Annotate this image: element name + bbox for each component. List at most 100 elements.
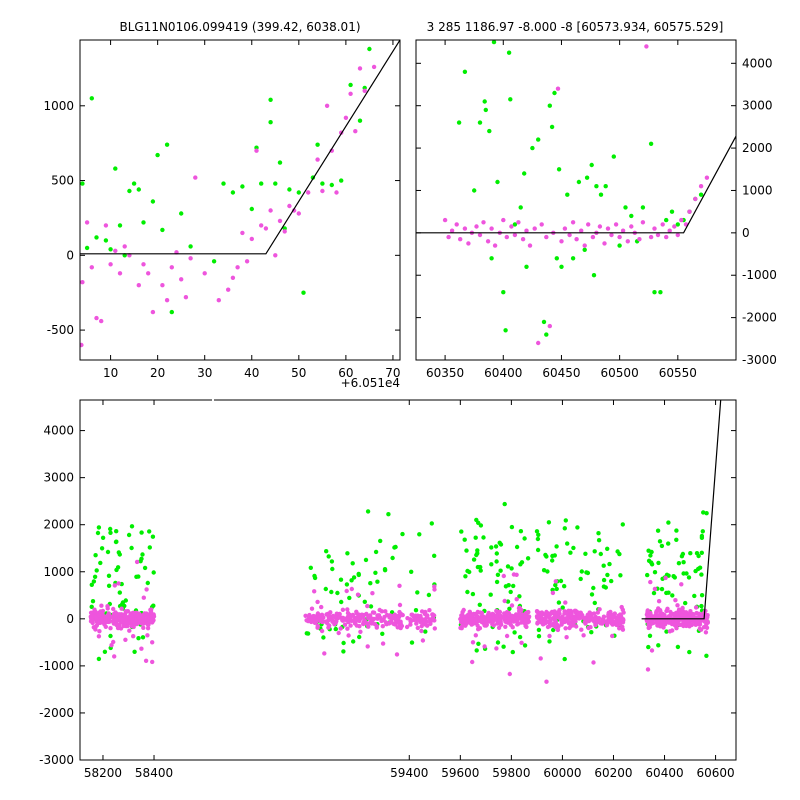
data-point — [646, 548, 651, 553]
data-point — [108, 262, 113, 267]
data-point — [96, 525, 102, 530]
data-point — [574, 237, 579, 242]
data-point — [543, 616, 548, 621]
data-point — [668, 612, 674, 618]
y-tick-label: 0 — [66, 612, 74, 626]
data-point — [535, 536, 541, 542]
data-point — [610, 615, 616, 620]
data-point — [664, 608, 669, 614]
data-point — [481, 535, 486, 540]
data-point — [103, 624, 109, 629]
data-point — [543, 552, 548, 558]
data-point — [353, 129, 358, 134]
data-point — [145, 622, 151, 627]
data-point — [399, 623, 405, 629]
data-point — [666, 541, 671, 546]
data-point — [315, 599, 320, 605]
data-point — [649, 648, 655, 653]
data-point — [459, 529, 464, 534]
data-point — [169, 309, 174, 315]
data-point — [427, 608, 432, 613]
data-point — [562, 656, 567, 662]
data-point — [296, 211, 301, 216]
data-point — [646, 625, 651, 631]
data-point — [512, 630, 517, 635]
data-point — [699, 572, 704, 577]
data-point — [686, 575, 692, 580]
data-point — [102, 649, 108, 654]
data-point — [324, 549, 329, 554]
data-point — [575, 525, 580, 530]
data-point — [617, 243, 622, 248]
data-point — [669, 209, 675, 214]
y-tick-label: -500 — [47, 323, 74, 337]
data-point — [670, 593, 675, 598]
data-point — [282, 229, 287, 234]
data-point — [230, 190, 236, 195]
data-point — [700, 529, 705, 534]
data-point — [588, 625, 593, 630]
data-point — [419, 628, 424, 634]
data-point — [699, 533, 705, 539]
data-point — [518, 529, 524, 534]
data-point — [398, 611, 404, 617]
data-point — [656, 619, 661, 625]
data-point — [160, 283, 165, 288]
data-point — [226, 287, 231, 292]
data-point — [598, 192, 604, 197]
data-point — [277, 160, 283, 165]
data-point — [91, 579, 97, 584]
data-point — [618, 573, 623, 578]
data-point — [333, 614, 338, 620]
data-point — [548, 618, 553, 623]
data-point — [160, 227, 165, 233]
data-point — [554, 256, 559, 261]
scatter-points — [88, 501, 710, 684]
x-tick-label: 59400 — [390, 766, 428, 780]
data-point — [183, 295, 189, 300]
data-point — [617, 621, 623, 627]
data-point — [501, 217, 506, 223]
data-point — [100, 535, 106, 540]
data-point — [259, 223, 264, 228]
x-tick-label: 50 — [291, 366, 306, 380]
data-point — [494, 551, 499, 556]
data-point — [333, 626, 338, 632]
data-point — [351, 639, 356, 644]
data-point — [89, 604, 94, 609]
data-point — [117, 271, 123, 276]
data-point — [490, 622, 495, 627]
data-point — [140, 635, 146, 640]
data-point — [609, 232, 614, 238]
data-point — [596, 538, 602, 543]
data-point — [230, 275, 236, 280]
data-point — [580, 614, 585, 620]
data-point — [605, 572, 610, 578]
data-point — [149, 619, 154, 624]
data-point — [268, 97, 273, 103]
data-point — [538, 656, 543, 661]
data-point — [518, 205, 523, 210]
data-point — [620, 228, 626, 233]
data-point — [656, 643, 661, 648]
data-point — [386, 512, 391, 517]
data-point — [409, 640, 415, 645]
data-point — [263, 226, 269, 231]
data-point — [311, 619, 317, 624]
data-point — [315, 623, 320, 629]
data-point — [368, 581, 373, 586]
data-point — [329, 559, 335, 564]
data-point — [345, 626, 350, 631]
data-point — [400, 531, 405, 537]
x-tick-label: 60000 — [543, 766, 581, 780]
data-point — [339, 178, 344, 183]
y-tick-label: -2000 — [742, 311, 777, 325]
data-point — [151, 614, 157, 619]
data-point — [392, 612, 397, 617]
data-point — [95, 530, 101, 536]
data-point — [169, 265, 174, 270]
data-point — [319, 628, 325, 634]
data-point — [147, 529, 152, 534]
data-point — [119, 602, 125, 607]
data-point — [323, 619, 328, 624]
